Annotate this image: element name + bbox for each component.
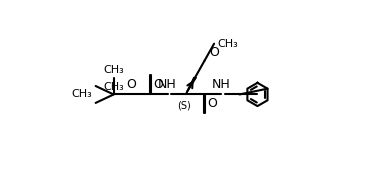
Text: NH: NH bbox=[158, 78, 177, 91]
Text: CH₃: CH₃ bbox=[103, 82, 124, 92]
Text: (S): (S) bbox=[178, 101, 191, 111]
Text: CH₃: CH₃ bbox=[217, 39, 238, 49]
Text: O: O bbox=[209, 46, 219, 58]
Text: O: O bbox=[153, 78, 163, 92]
Text: CH₃: CH₃ bbox=[103, 65, 124, 75]
Text: O: O bbox=[126, 78, 137, 91]
Polygon shape bbox=[185, 78, 196, 94]
Text: NH: NH bbox=[212, 78, 231, 91]
Text: O: O bbox=[207, 98, 217, 110]
Text: CH₃: CH₃ bbox=[72, 89, 92, 99]
